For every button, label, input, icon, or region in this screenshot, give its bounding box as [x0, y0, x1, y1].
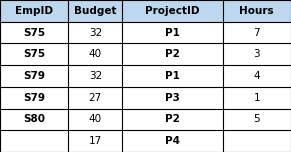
Text: 5: 5 [253, 114, 260, 124]
Text: P2: P2 [165, 114, 180, 124]
Text: P4: P4 [165, 136, 180, 146]
Text: 3: 3 [253, 49, 260, 59]
Text: P1: P1 [165, 71, 180, 81]
Text: 4: 4 [253, 71, 260, 81]
Text: S79: S79 [23, 93, 45, 103]
Text: Hours: Hours [239, 6, 274, 16]
Text: P2: P2 [165, 49, 180, 59]
Text: S75: S75 [23, 49, 45, 59]
Text: S79: S79 [23, 71, 45, 81]
Text: 32: 32 [89, 71, 102, 81]
Text: 17: 17 [89, 136, 102, 146]
Text: S80: S80 [23, 114, 45, 124]
Text: Budget: Budget [74, 6, 117, 16]
Text: P3: P3 [165, 93, 180, 103]
Text: 40: 40 [89, 49, 102, 59]
Text: ProjectID: ProjectID [145, 6, 200, 16]
Text: P1: P1 [165, 28, 180, 38]
Text: 27: 27 [89, 93, 102, 103]
Text: 40: 40 [89, 114, 102, 124]
Text: 32: 32 [89, 28, 102, 38]
Text: S75: S75 [23, 28, 45, 38]
Text: 7: 7 [253, 28, 260, 38]
Text: EmpID: EmpID [15, 6, 53, 16]
Text: 1: 1 [253, 93, 260, 103]
